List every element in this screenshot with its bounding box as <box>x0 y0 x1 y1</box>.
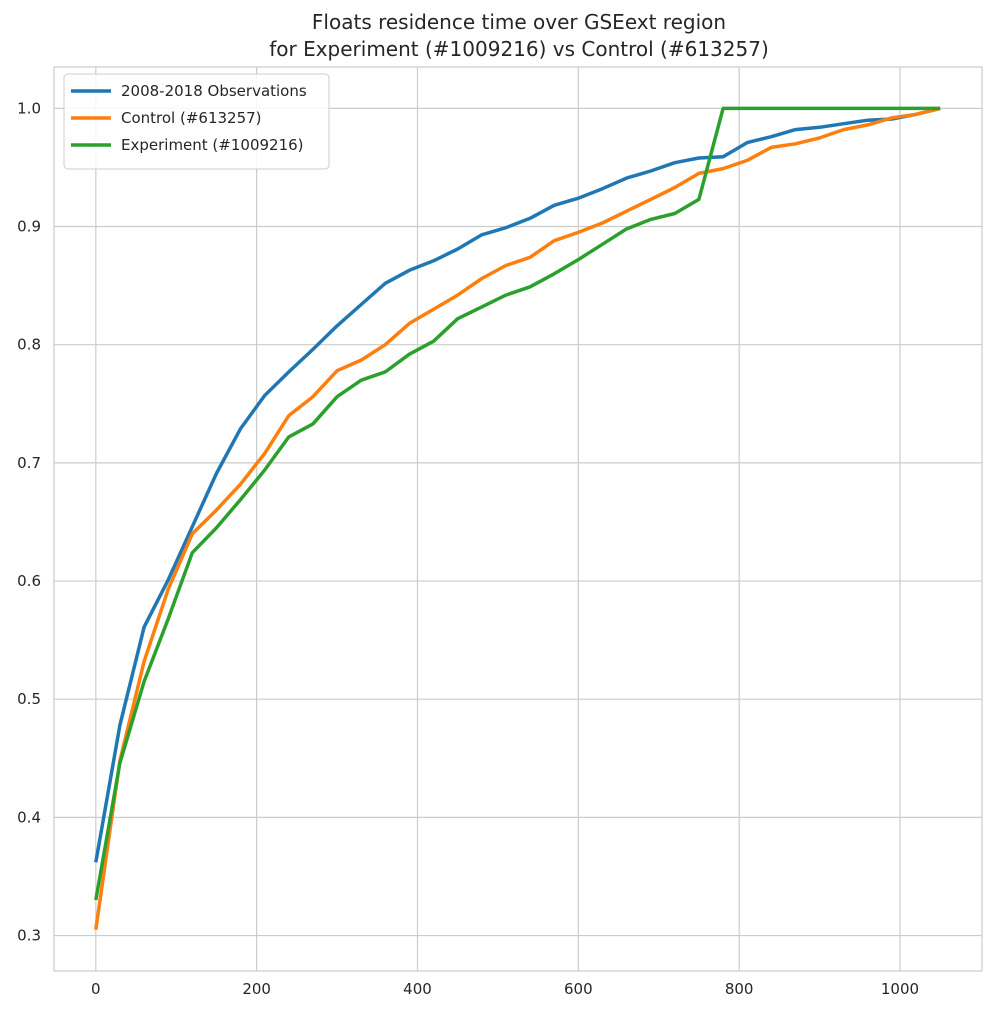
y-tick-label: 0.3 <box>17 927 41 945</box>
y-tick-label: 0.6 <box>17 572 41 590</box>
legend-label: Experiment (#1009216) <box>121 136 304 154</box>
x-tick-label: 800 <box>725 980 754 998</box>
legend-box <box>63 73 330 170</box>
tick-labels: 0 200 400 600 800 1000 0.3 0.4 0.5 0.6 0.7 0.8 0.9 1.… <box>17 99 919 998</box>
legend: 2008-2018 Observations Control (#613257) E… <box>63 73 330 170</box>
y-tick-label: 0.5 <box>17 690 41 708</box>
legend-label: Control (#613257) <box>121 109 262 127</box>
grid <box>54 67 982 971</box>
series-lines <box>94 106 941 930</box>
x-tick-label: 200 <box>242 980 271 998</box>
legend-label: 2008-2018 Observations <box>121 82 307 100</box>
y-tick-label: 1.0 <box>17 99 41 117</box>
x-tick-label: 400 <box>403 980 432 998</box>
series-line-experiment-1009216 <box>94 106 941 901</box>
x-tick-label: 1000 <box>881 980 919 998</box>
y-tick-label: 0.7 <box>17 454 41 472</box>
series-line-control-613257 <box>94 106 941 930</box>
chart-title: Floats residence time over GSEext region <box>312 10 726 34</box>
y-tick-label: 0.4 <box>17 808 41 826</box>
plot-area-frame <box>53 66 983 972</box>
y-tick-label: 0.9 <box>17 218 41 236</box>
chart-subtitle: for Experiment (#1009216) vs Control (#6… <box>269 37 769 61</box>
y-tick-label: 0.8 <box>17 336 41 354</box>
x-tick-label: 600 <box>564 980 593 998</box>
x-tick-label: 0 <box>91 980 101 998</box>
series-line-2008-2018-observations <box>94 106 941 863</box>
